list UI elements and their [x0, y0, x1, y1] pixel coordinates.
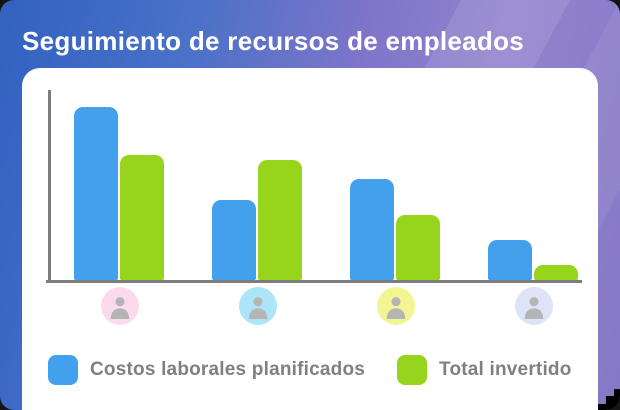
category-avatar-row [22, 287, 598, 327]
cursor-fragment-icon [598, 389, 620, 410]
bar-group [350, 90, 442, 280]
bar-group [74, 90, 166, 280]
legend-label-planned: Costos laborales planificados [90, 359, 366, 380]
bar-chart-plot [22, 90, 598, 280]
category-avatar [515, 287, 553, 325]
bar-planned [350, 179, 394, 280]
bar-planned [74, 107, 118, 280]
bar-invested [258, 160, 302, 280]
page-title: Seguimiento de recursos de empleados [22, 26, 525, 56]
bar-invested [120, 155, 164, 280]
legend-item-invested: Total invertido [397, 355, 589, 385]
chart-legend: Costos laborales planificados Total inve… [48, 355, 590, 385]
legend-label-invested: Total invertido [439, 359, 572, 380]
bar-planned [488, 240, 532, 280]
person-icon [524, 297, 544, 319]
bar-planned [212, 200, 256, 280]
category-avatar [101, 287, 139, 325]
bar-group [488, 90, 580, 280]
x-axis-line [46, 280, 582, 283]
bar-group [212, 90, 304, 280]
legend-swatch-planned [48, 355, 78, 385]
person-icon [110, 297, 130, 319]
bar-invested [396, 215, 440, 280]
person-icon [386, 297, 406, 319]
legend-swatch-invested [397, 355, 428, 385]
person-icon [248, 297, 268, 319]
category-avatar [377, 287, 415, 325]
legend-item-planned: Costos laborales planificados [48, 355, 383, 385]
y-axis-line [48, 90, 51, 283]
chart-card: Costos laborales planificados Total inve… [22, 68, 598, 410]
bar-invested [534, 265, 578, 280]
category-avatar [239, 287, 277, 325]
